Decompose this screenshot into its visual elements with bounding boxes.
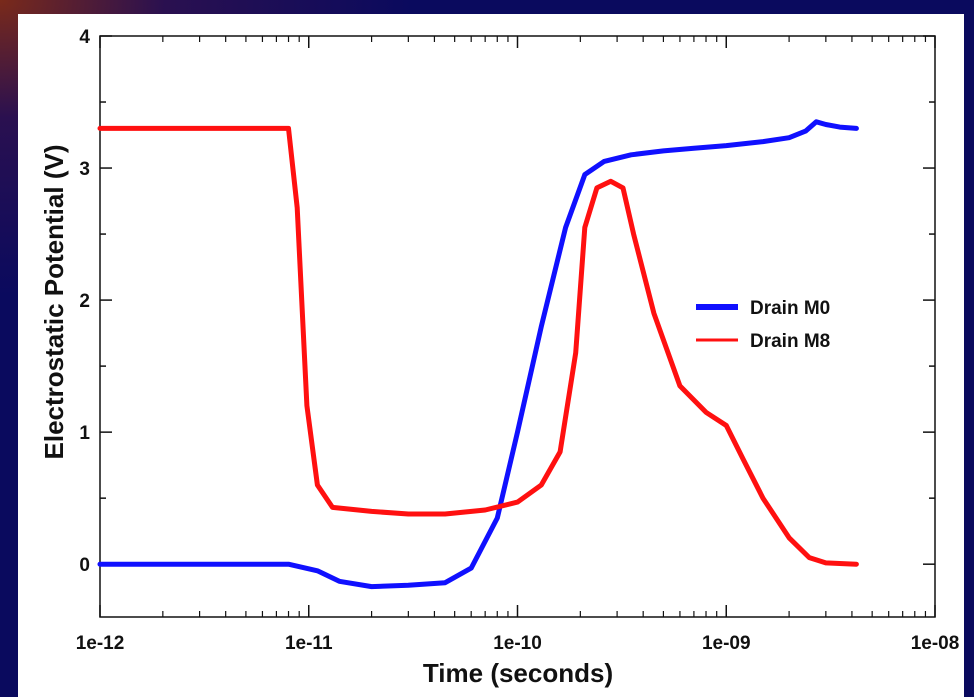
- x-tick-label: 1e-08: [911, 633, 960, 654]
- plot-frame: [99, 35, 936, 618]
- y-axis-title: Electrostatic Potential (V): [39, 145, 69, 460]
- x-tick-label: 1e-09: [702, 633, 751, 654]
- x-tick-label: 1e-10: [493, 633, 542, 654]
- series-line-drain-m0: [97, 119, 859, 590]
- y-tick-label: 3: [79, 159, 90, 180]
- legend-label-drain-m0: Drain M0: [750, 298, 830, 319]
- legend: Drain M0 Drain M8: [696, 298, 830, 352]
- series-group: [97, 119, 859, 590]
- y-tick-label: 4: [79, 27, 90, 48]
- axes-group: 1e-12 1e-11 1e-10 1e-09 1e-08 0 1 2 3 4: [76, 27, 960, 654]
- series-line-drain-m8: [97, 125, 859, 567]
- x-axis-title: Time (seconds): [423, 658, 613, 688]
- x-tick-label: 1e-12: [76, 633, 125, 654]
- x-tick-label: 1e-11: [285, 633, 333, 654]
- y-tick-label: 0: [79, 555, 90, 576]
- legend-label-drain-m8: Drain M8: [750, 331, 830, 352]
- y-tick-label: 1: [79, 423, 90, 444]
- y-tick-label: 2: [79, 291, 90, 312]
